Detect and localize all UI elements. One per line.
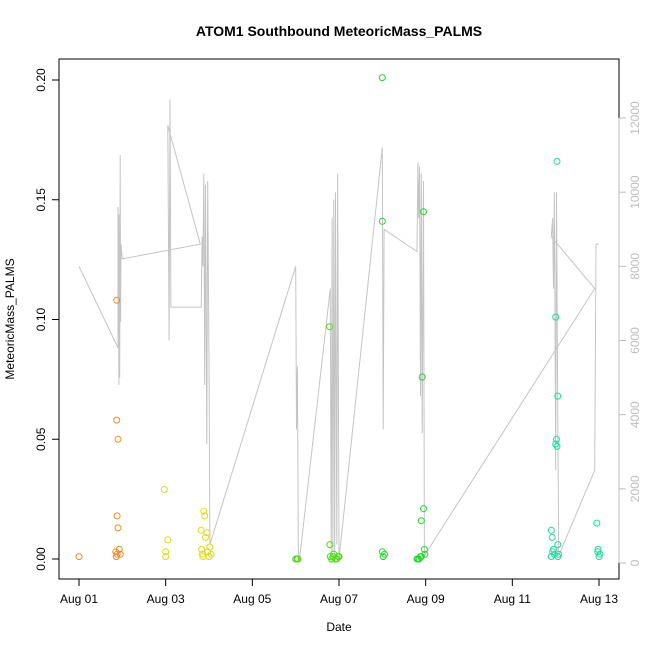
data-point (114, 524, 122, 532)
y-tick-label: 0.00 (34, 547, 48, 571)
data-point (594, 548, 602, 556)
data-point (596, 550, 604, 558)
data-point (115, 545, 123, 553)
data-points (75, 74, 604, 563)
x-tick-label: Aug 13 (580, 592, 618, 606)
data-point (201, 512, 209, 520)
data-point (553, 157, 561, 165)
data-point (202, 533, 209, 541)
data-point (294, 555, 302, 563)
data-point (198, 545, 206, 553)
x-tick-label: Aug 11 (494, 592, 531, 606)
data-point (203, 529, 211, 537)
y-tick-label: 0.15 (34, 188, 48, 212)
data-point (554, 541, 562, 549)
x-tick-label: Aug 03 (147, 592, 185, 606)
data-point (114, 435, 122, 443)
y-axis-label: MeteoricMass_PALMS (3, 258, 17, 379)
data-point (417, 553, 425, 561)
y2-tick-label: 2000 (628, 475, 642, 502)
data-point (420, 505, 427, 513)
data-point (197, 526, 205, 534)
secondary-y-axis: 0 2000 4000 6000 8000 10000 12000 (618, 101, 642, 566)
data-point (553, 435, 560, 443)
data-point (160, 486, 168, 493)
data-point (206, 543, 214, 551)
data-point (378, 548, 386, 556)
y-axis: 0.00 0.05 0.10 0.15 0.20 (34, 68, 60, 571)
y2-tick-label: 12000 (628, 101, 642, 135)
data-point (326, 541, 334, 549)
altitude-trace (78, 99, 599, 564)
data-point (554, 553, 562, 561)
data-point (75, 553, 83, 561)
data-point (113, 416, 121, 424)
data-point (162, 548, 170, 556)
data-point (417, 517, 425, 525)
data-point (113, 296, 121, 304)
data-point (381, 550, 388, 558)
data-point (420, 545, 428, 553)
x-tick-label: Aug 09 (407, 592, 445, 606)
data-point (326, 323, 333, 331)
data-point (335, 553, 343, 561)
y-tick-label: 0.20 (34, 68, 48, 92)
x-tick-label: Aug 01 (60, 592, 98, 606)
data-point (205, 553, 213, 561)
data-point (164, 536, 172, 544)
data-point (162, 553, 170, 561)
altitude-line (78, 99, 599, 564)
data-point (378, 217, 386, 225)
data-point (554, 392, 562, 400)
y-tick-label: 0.05 (34, 427, 48, 451)
y2-tick-label: 8000 (628, 253, 642, 280)
y-tick-label: 0.10 (34, 307, 48, 331)
y2-tick-label: 0 (628, 559, 642, 566)
data-point (113, 512, 121, 520)
x-tick-label: Aug 05 (233, 592, 271, 606)
data-point (593, 519, 601, 527)
data-point (116, 550, 124, 558)
chart-title: ATOM1 Southbound MeteoricMass_PALMS (196, 23, 482, 39)
data-point (207, 550, 215, 558)
data-point (418, 373, 426, 381)
x-tick-label: Aug 07 (320, 592, 358, 606)
data-point (553, 442, 561, 450)
data-point (552, 313, 560, 321)
data-point (421, 550, 429, 558)
x-axis-label: Date (326, 620, 352, 634)
data-point (200, 507, 208, 515)
data-point (594, 545, 602, 553)
y2-tick-label: 4000 (628, 401, 642, 428)
data-point (378, 74, 386, 82)
data-point (420, 208, 427, 216)
data-point (548, 533, 556, 541)
x-axis: Aug 01 Aug 03 Aug 05 Aug 07 Aug 09 Aug 11 Aug … (60, 578, 618, 606)
y2-tick-label: 10000 (628, 175, 642, 209)
y2-tick-label: 6000 (628, 327, 642, 354)
data-point (547, 526, 555, 534)
